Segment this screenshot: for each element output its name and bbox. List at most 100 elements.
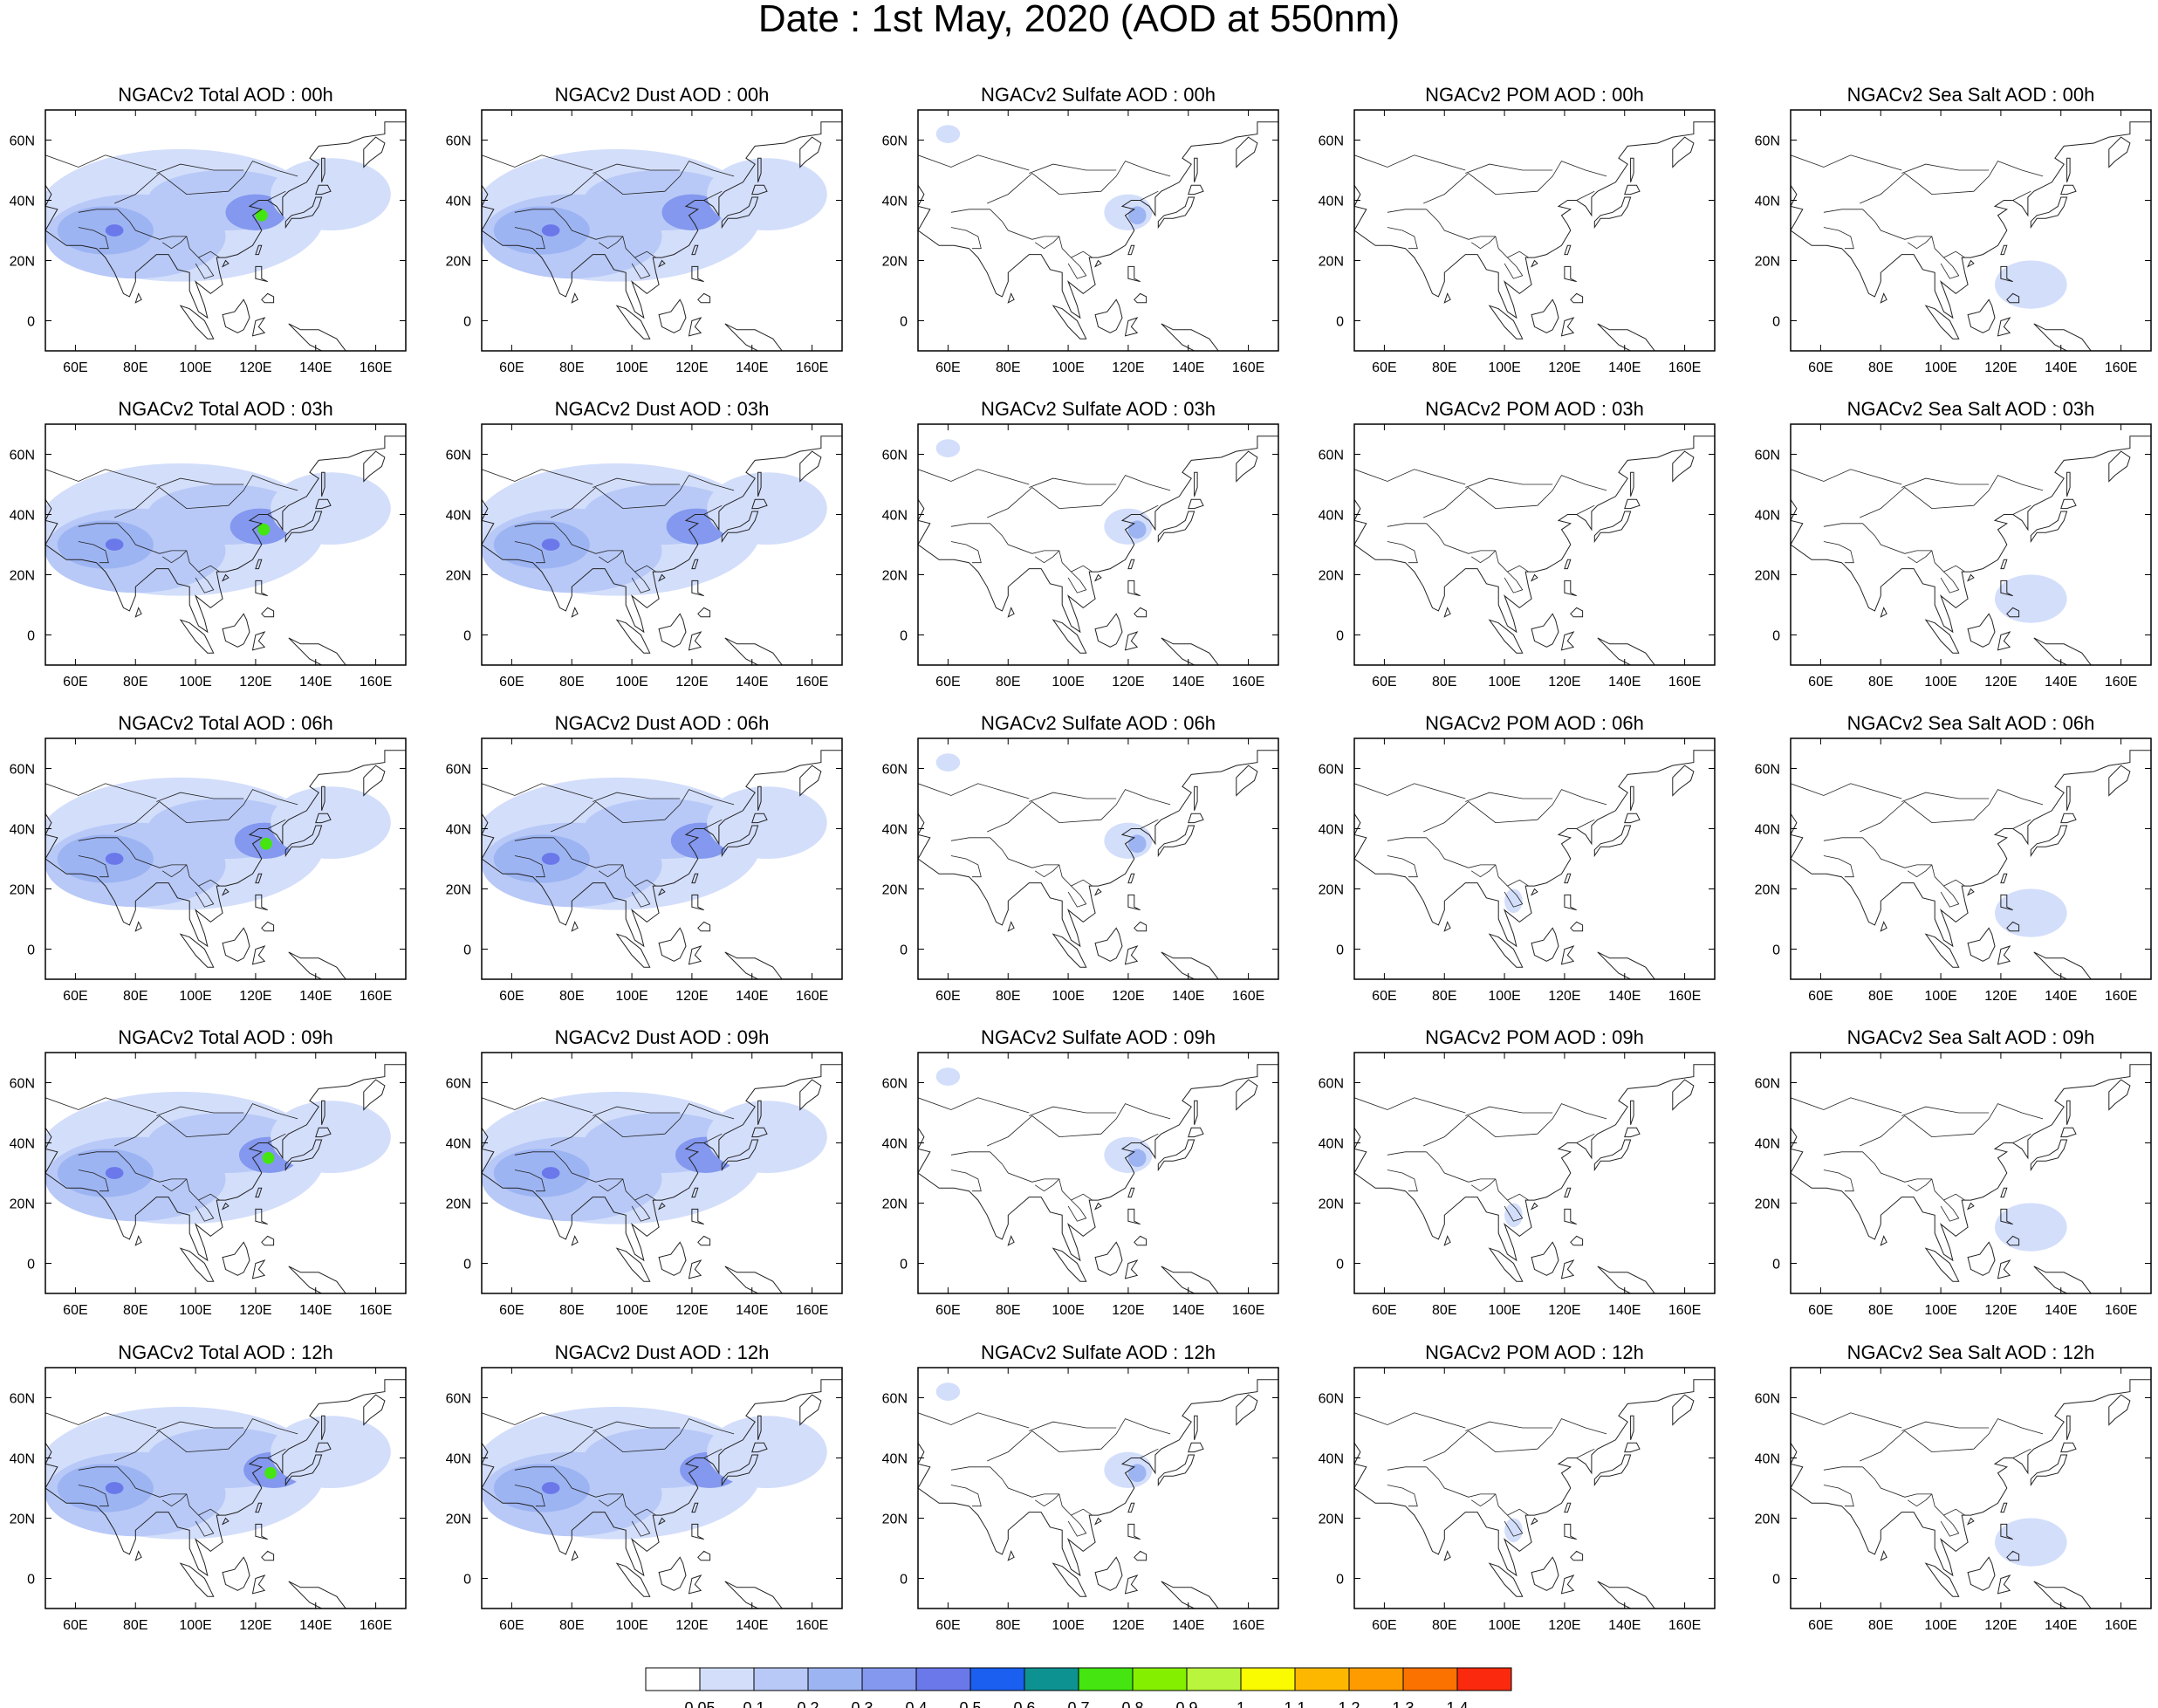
coastline — [315, 813, 332, 824]
coastline — [1880, 1235, 1887, 1246]
lon-tick-label: 100E — [1488, 675, 1520, 689]
country-border — [1823, 523, 1863, 527]
lon-tick-label: 140E — [736, 1303, 768, 1318]
map-frame — [917, 737, 1279, 980]
lat-tick-label: 20N — [882, 569, 908, 584]
country-border — [514, 541, 545, 564]
country-border — [195, 1514, 215, 1537]
country-border — [598, 864, 624, 878]
coastline — [1127, 559, 1135, 570]
coastline — [363, 765, 386, 797]
country-border — [1067, 1514, 1087, 1537]
lon-tick-label: 60E — [1808, 1303, 1833, 1318]
coastline — [221, 259, 230, 268]
lon-tick-label: 100E — [1052, 1618, 1084, 1633]
country-border — [1860, 789, 2044, 833]
aod-shaded-area — [264, 1466, 277, 1479]
coastline — [691, 894, 704, 911]
aod-shaded-area — [1504, 1203, 1523, 1228]
aod-shading — [1995, 260, 2067, 309]
country-border — [1907, 1493, 1933, 1507]
map-background — [1791, 424, 2151, 665]
coastline — [1997, 1574, 2011, 1595]
lat-tick-label: 20N — [1755, 1513, 1780, 1527]
lon-tick-label: 120E — [1984, 1303, 2017, 1318]
coastline — [1127, 894, 1141, 911]
lon-tick-label: 100E — [1052, 360, 1084, 375]
coastline — [222, 298, 250, 333]
country-border — [156, 477, 244, 488]
country-border — [987, 161, 1171, 204]
country-border — [161, 1178, 188, 1192]
coastline — [221, 1517, 230, 1526]
aod-shaded-area — [1127, 206, 1147, 225]
coastline — [251, 631, 266, 651]
coastline — [2006, 292, 2020, 304]
coastline — [179, 933, 215, 968]
country-border — [1504, 885, 1524, 908]
lat-tick-label: 40N — [1755, 1452, 1780, 1467]
map-background — [1354, 110, 1715, 351]
coastline — [221, 1202, 230, 1211]
coastline — [615, 305, 651, 340]
aod-shaded-area — [1127, 1464, 1147, 1483]
country-border — [161, 236, 188, 250]
coastline — [2108, 450, 2131, 483]
lon-tick-label: 100E — [1052, 1303, 1084, 1318]
lat-tick-label: 20N — [1755, 1197, 1780, 1212]
coastline — [1134, 1550, 1148, 1561]
map-panel: NGACv2 POM AOD : 03h 60E 80E 100E 120E 140E 16… — [1319, 398, 1716, 689]
country-border — [990, 1151, 1093, 1201]
coastline — [321, 1415, 325, 1440]
country-border — [117, 1466, 220, 1516]
country-border — [1387, 1151, 1427, 1156]
colorbar-label: 0.3 — [851, 1699, 873, 1708]
coastline — [1052, 933, 1087, 968]
coastline — [1157, 825, 1195, 858]
coastline — [721, 1139, 759, 1172]
lon-tick-label: 60E — [1372, 360, 1396, 375]
country-border — [267, 504, 286, 515]
aod-shaded-area — [541, 853, 560, 865]
coastline — [482, 121, 842, 319]
country-border — [45, 783, 157, 799]
lon-tick-label: 80E — [1432, 1618, 1456, 1633]
coastline — [1443, 1235, 1451, 1246]
coastline — [1997, 317, 2011, 337]
coastline — [1194, 1415, 1198, 1440]
aod-shaded-area — [935, 439, 961, 457]
coastlines — [45, 121, 406, 351]
coastline — [697, 1550, 711, 1561]
lon-tick-label: 120E — [1112, 1303, 1144, 1318]
country-border — [1576, 504, 1595, 515]
country-border — [1387, 837, 1427, 841]
country-border — [195, 885, 215, 908]
coastline — [1093, 573, 1102, 582]
aod-shading — [45, 1406, 391, 1540]
map-panel: NGACv2 Sea Salt AOD : 00h 60E 80E 100E 120E 1… — [1755, 84, 2152, 375]
coastline — [255, 894, 268, 911]
lon-tick-label: 100E — [179, 989, 211, 1004]
coastline — [1488, 1247, 1524, 1282]
lat-tick-label: 60N — [446, 449, 471, 463]
lat-tick-label: 0 — [463, 1258, 471, 1272]
country-border — [1387, 1485, 1418, 1507]
country-border — [1034, 1178, 1060, 1192]
lat-tick-label: 20N — [10, 1197, 35, 1212]
coastline — [2033, 323, 2092, 351]
colorbar-label: 1 — [1237, 1699, 1245, 1708]
lat-tick-label: 20N — [1319, 255, 1344, 270]
lon-tick-label: 140E — [299, 1303, 332, 1318]
country-border — [1426, 837, 1529, 887]
panel-title: NGACv2 Sulfate AOD : 03h — [981, 398, 1216, 420]
map-frame — [917, 1052, 1279, 1294]
lat-tick-label: 60N — [446, 763, 471, 778]
map-background — [1354, 1053, 1715, 1293]
colorbar-swatch — [969, 1667, 1025, 1691]
country-border — [1940, 571, 1960, 593]
colorbar-label: 1.2 — [1338, 1699, 1360, 1708]
country-border — [78, 227, 109, 250]
country-border — [2012, 819, 2031, 829]
colorbar-swatch — [753, 1667, 809, 1691]
panel-title: NGACv2 Sea Salt AOD : 06h — [1847, 712, 2095, 734]
